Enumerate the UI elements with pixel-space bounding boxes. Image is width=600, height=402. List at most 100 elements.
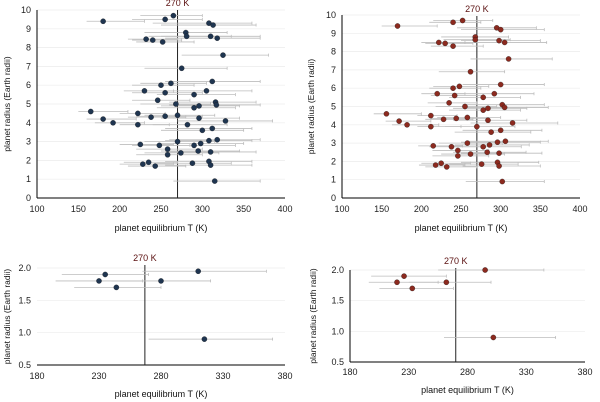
panel1-data-point xyxy=(499,178,506,185)
panel1-data-point xyxy=(467,68,474,75)
panel1-data-point xyxy=(480,94,486,101)
panel3-x-tick-label: 180 xyxy=(342,367,357,377)
panel2-y-tick-label: 1.5 xyxy=(18,295,31,305)
panel0-y-tick-label: 3 xyxy=(26,137,31,147)
panel1-y-tick-label: 6 xyxy=(331,83,336,93)
panel1-y-tick-label: 7 xyxy=(331,65,336,75)
panel0-y-tick-label: 8 xyxy=(26,43,31,53)
panel0-data-point xyxy=(154,97,161,103)
panel0-data-point xyxy=(141,88,148,94)
panel0-data-point xyxy=(222,118,229,124)
panel3-data-point xyxy=(394,279,400,286)
panel0-data-point xyxy=(164,146,171,152)
panel0-y-tick-label: 4 xyxy=(26,118,31,128)
panel1-y-tick-label: 4 xyxy=(331,120,336,130)
panel0-data-point xyxy=(152,163,158,169)
panel1-x-tick-label: 350 xyxy=(533,204,548,214)
panel1-data-point xyxy=(478,161,485,167)
panel0-data-point xyxy=(178,150,184,156)
panel0-data-point xyxy=(191,91,197,98)
panel0-data-point xyxy=(158,82,164,88)
panel1-x-tick-label: 250 xyxy=(453,204,468,214)
panel1-data-point xyxy=(432,162,439,168)
panel3-data-point xyxy=(482,267,488,273)
panel2-x-tick-label: 380 xyxy=(277,371,292,381)
panel0-data-point xyxy=(173,101,179,107)
panel2-y-axis-label: planet radius (Earth radii) xyxy=(2,269,12,365)
panel0-data-point xyxy=(209,78,216,85)
panel0-data-point xyxy=(162,89,168,96)
panel3-data-point xyxy=(401,273,407,279)
panel1-data-point xyxy=(486,142,493,148)
panel0-data-point xyxy=(149,37,156,43)
panel1-y-tick-label: 1 xyxy=(331,175,336,185)
panel1-data-point xyxy=(455,153,461,159)
panel0-data-point xyxy=(184,121,191,128)
panel1-y-tick-label: 3 xyxy=(331,138,336,148)
panel0-y-tick-label: 10 xyxy=(21,5,31,15)
panel1-data-point xyxy=(446,100,452,106)
panel1-data-point xyxy=(509,120,516,126)
panel0-data-point xyxy=(100,116,106,122)
panel1-data-point xyxy=(434,90,440,97)
panel2-data-point xyxy=(102,271,108,278)
panel0-data-point xyxy=(168,80,174,87)
panel1-x-tick-label: 100 xyxy=(334,204,349,214)
panel1-reference-label: 270 K xyxy=(465,4,489,14)
panel0-x-tick-label: 350 xyxy=(236,204,251,214)
panel1-data-point xyxy=(496,150,502,156)
panel1-data-point xyxy=(450,43,456,49)
panel1-x-tick-label: 150 xyxy=(374,204,389,214)
panel0-data-point xyxy=(197,140,204,147)
panel0-data-point xyxy=(148,114,154,120)
panel0-data-point xyxy=(110,120,116,126)
panel0-data-point xyxy=(191,105,197,111)
panel1-data-point xyxy=(440,116,447,123)
panel0-y-tick-label: 1 xyxy=(26,174,31,184)
panel3-data-point xyxy=(409,285,416,292)
panel1-data-point xyxy=(502,138,509,145)
panel1-data-point xyxy=(442,40,448,47)
panel1-y-tick-label: 9 xyxy=(331,28,336,38)
panel1-data-point xyxy=(494,139,501,145)
panel1-data-point xyxy=(497,127,504,134)
panel0-data-point xyxy=(164,152,171,158)
panel0-y-tick-label: 6 xyxy=(26,80,31,90)
panel2-data-point xyxy=(158,278,164,284)
panel2-x-tick-label: 330 xyxy=(215,371,230,381)
panel0-data-point xyxy=(214,136,220,143)
panel1-y-tick-label: 0 xyxy=(331,193,336,203)
panel1-y-axis-label: planet radius (Earth radii) xyxy=(306,59,316,155)
panel0-data-point xyxy=(213,102,220,108)
panel0-data-point xyxy=(207,33,214,40)
panel0-data-point xyxy=(191,142,197,149)
panel3-y-tick-label: 2.0 xyxy=(331,265,344,275)
panel0-y-tick-label: 5 xyxy=(26,99,31,109)
panel1-data-point xyxy=(464,114,471,121)
panel1-data-point xyxy=(383,111,390,117)
panel1-x-tick-label: 200 xyxy=(414,204,429,214)
panel1-data-point xyxy=(448,144,455,150)
panel0-data-point xyxy=(100,18,106,25)
panel3-data-point xyxy=(490,334,497,341)
panel1-data-point xyxy=(456,83,463,90)
panel0-data-point xyxy=(206,137,212,144)
panel1-data-point xyxy=(480,144,486,150)
panel1-data-point xyxy=(428,123,434,130)
panel1-data-point xyxy=(450,85,456,91)
panel1-data-point xyxy=(501,39,508,46)
panel0-data-point xyxy=(159,39,166,45)
panel1-data-point xyxy=(505,56,512,62)
panel3-reference-label: 270 K xyxy=(444,256,468,266)
panel2-x-tick-label: 180 xyxy=(29,371,44,381)
panel0-data-point xyxy=(210,22,216,28)
panel3-y-tick-label: 0.5 xyxy=(331,357,344,367)
chart-top-left-navy: 0 1 2 3 4 5 6 7 8 9 10 100 150 200 250 300 350 400 planet … xyxy=(2,0,293,233)
chart-bottom-left-navy: 0.5 1.0 1.5 2.0 180 230 280 330 380 planet equili… xyxy=(2,253,293,399)
panel0-data-point xyxy=(203,88,210,94)
panel1-data-point xyxy=(464,140,471,146)
panel2-data-point xyxy=(113,284,120,291)
panel0-data-point xyxy=(135,121,141,128)
panel0-y-tick-label: 2 xyxy=(26,155,31,165)
panel2-y-tick-label: 1.0 xyxy=(18,328,31,338)
